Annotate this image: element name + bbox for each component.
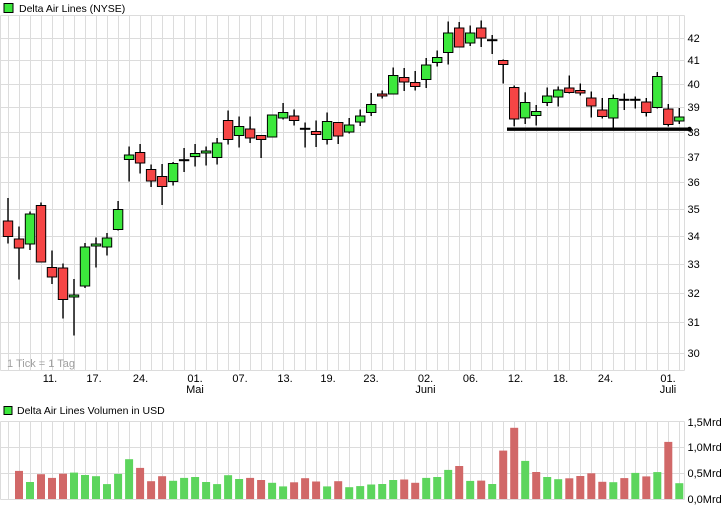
svg-text:02.: 02. [418, 373, 433, 385]
svg-text:12.: 12. [508, 373, 523, 385]
svg-text:01.: 01. [187, 373, 202, 385]
svg-text:35: 35 [688, 204, 700, 216]
svg-text:24.: 24. [598, 373, 613, 385]
svg-text:23.: 23. [363, 373, 378, 385]
svg-text:0,0Mrd: 0,0Mrd [688, 494, 722, 506]
svg-text:11.: 11. [43, 373, 57, 385]
svg-text:0,5Mrd: 0,5Mrd [688, 468, 722, 480]
svg-text:40: 40 [688, 79, 700, 91]
svg-text:18.: 18. [553, 373, 568, 385]
svg-text:17.: 17. [86, 373, 101, 385]
svg-text:1 Tick = 1 Tag: 1 Tick = 1 Tag [7, 358, 75, 370]
svg-text:36: 36 [688, 177, 700, 189]
svg-text:Delta Air Lines Volumen in USD: Delta Air Lines Volumen in USD [17, 405, 165, 417]
svg-text:Mai: Mai [186, 384, 204, 396]
svg-text:1,0Mrd: 1,0Mrd [688, 442, 722, 454]
svg-text:34: 34 [688, 231, 700, 243]
svg-text:19.: 19. [320, 373, 335, 385]
svg-text:39: 39 [688, 102, 700, 114]
svg-text:07.: 07. [232, 373, 247, 385]
svg-text:38: 38 [688, 127, 700, 139]
svg-text:06.: 06. [463, 373, 478, 385]
svg-text:13.: 13. [277, 373, 292, 385]
svg-text:1,5Mrd: 1,5Mrd [688, 417, 722, 429]
svg-text:32: 32 [688, 288, 700, 300]
svg-text:Juli: Juli [660, 384, 677, 396]
svg-text:42: 42 [688, 33, 700, 45]
svg-text:37: 37 [688, 152, 700, 164]
svg-text:01.: 01. [660, 373, 675, 385]
svg-text:31: 31 [688, 317, 700, 329]
svg-text:24.: 24. [133, 373, 148, 385]
svg-text:Delta Air Lines (NYSE): Delta Air Lines (NYSE) [19, 3, 125, 15]
svg-text:30: 30 [688, 348, 700, 360]
svg-text:Juni: Juni [415, 384, 435, 396]
svg-text:41: 41 [688, 55, 700, 67]
svg-text:33: 33 [688, 259, 700, 271]
